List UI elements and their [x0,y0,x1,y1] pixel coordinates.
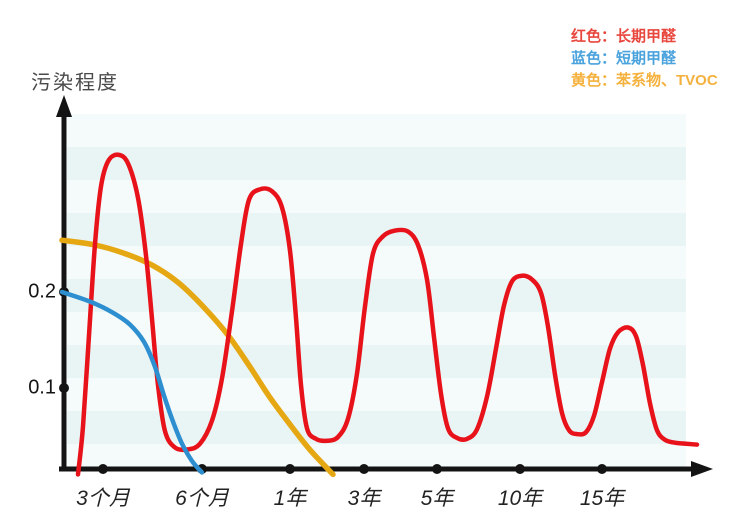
x-axis-arrow [691,461,713,477]
x-tick-dot [359,464,369,474]
y-tick-label: 0.1 [28,376,56,399]
background-band [67,279,686,312]
x-tick-label: 5年 [420,487,454,510]
curve-blue-short-term-formaldehyde [59,289,205,475]
curve-red-long-term-formaldehyde [75,152,700,477]
background-band [67,345,686,378]
x-tick-dot [98,464,108,474]
x-tick-dot [285,464,295,474]
x-tick-dot [515,464,525,474]
legend: 红色：长期甲醛 蓝色：短期甲醛黄色：苯系物、TVOC [571,29,718,89]
background-band [67,378,686,411]
background-band [67,180,686,213]
legend-item-red-long-term-formaldehyde: 红色：长期甲醛 [571,28,677,45]
x-tick-dot [597,464,607,474]
x-tick-label: 3个月 [76,487,130,510]
background-band [67,114,686,147]
y-tick-label: 0.2 [28,280,56,303]
background-band [67,312,686,345]
x-tick-label: 3年 [347,487,381,510]
x-tick-label: 1年 [273,487,307,510]
x-tick-label: 6个月 [175,487,229,510]
x-tick-label: 10年 [497,487,543,510]
legend-item-blue-short-term-formaldehyde: 蓝色：短期甲醛 [571,50,677,67]
x-tick-dot [432,464,442,474]
x-tick-label: 15年 [579,487,625,510]
background-band [67,246,686,279]
y-tick-dot [59,383,69,393]
background-band [67,444,686,468]
y-axis-arrow [56,95,72,117]
background-band [67,147,686,180]
y-axis-title: 污染程度 [31,72,119,94]
legend-item-yellow-benzene-tvoc: 黄色：苯系物、TVOC [571,72,718,89]
